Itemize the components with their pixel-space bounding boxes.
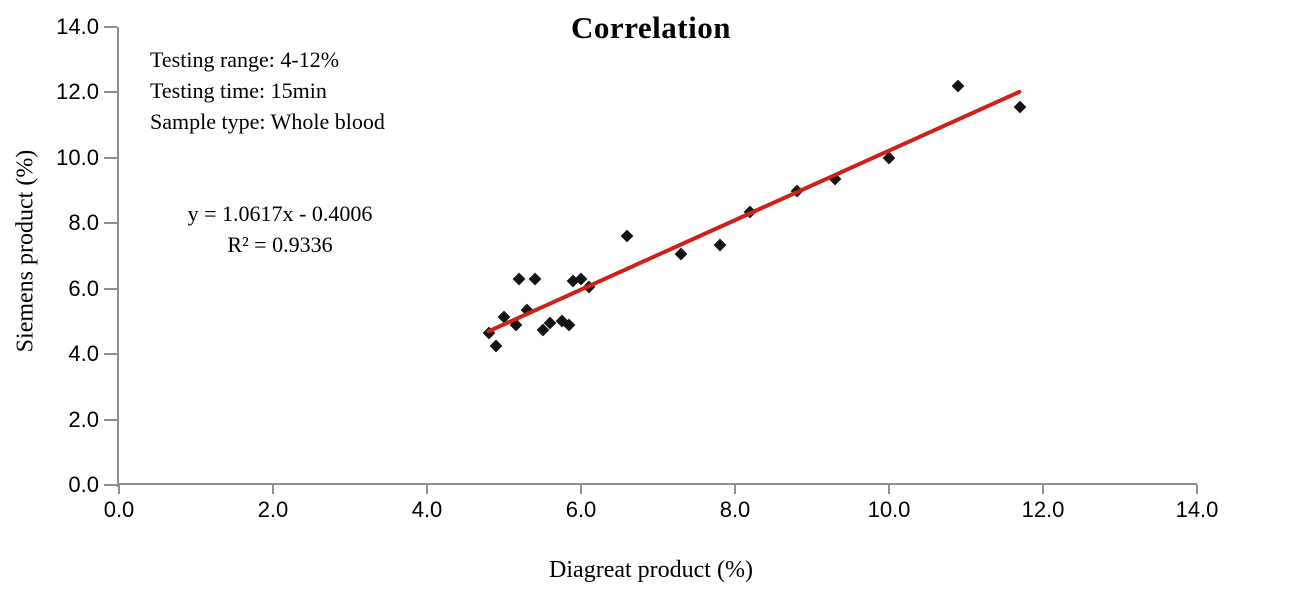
y-axis-line bbox=[117, 27, 119, 487]
x-axis-tick bbox=[580, 485, 582, 494]
x-axis-tick-label: 0.0 bbox=[103, 497, 135, 522]
x-axis-tick bbox=[272, 485, 274, 494]
data-point bbox=[674, 247, 688, 261]
plot-area: 0.0 2.0 4.0 6.0 8.0 10.0 12.0 14.0 0.0 2.0 4.0 6.0 8… bbox=[56, 14, 1218, 522]
x-axis-tick-label: 8.0 bbox=[719, 497, 751, 522]
annotation-testing-range: Testing range: 4-12% bbox=[150, 47, 340, 72]
data-point bbox=[513, 272, 526, 286]
y-axis-tick-label: 8.0 bbox=[68, 210, 99, 236]
x-axis-tick bbox=[426, 485, 428, 494]
y-axis-tick bbox=[104, 418, 117, 421]
trend-line bbox=[486, 89, 1023, 334]
x-axis-tick-label: 4.0 bbox=[411, 497, 443, 522]
y-axis-tick bbox=[104, 222, 117, 225]
chart-title: Correlation bbox=[571, 10, 731, 45]
y-axis-tick bbox=[104, 353, 117, 356]
y-axis-tick-label: 10.0 bbox=[56, 144, 99, 170]
x-axis-tick bbox=[1042, 485, 1044, 494]
y-axis-title: Siemens product (%) bbox=[12, 149, 39, 353]
y-axis-tick-label: 6.0 bbox=[68, 275, 99, 301]
y-axis-tick bbox=[104, 156, 117, 159]
x-axis-tick bbox=[888, 485, 890, 494]
test-info-annotation: Testing range: 4-12% Testing time: 15min… bbox=[150, 44, 385, 137]
data-point bbox=[528, 272, 542, 286]
data-point bbox=[713, 238, 726, 251]
data-point bbox=[620, 229, 634, 243]
regression-annotation: y = 1.0617x - 0.4006 R² = 0.9336 bbox=[160, 198, 400, 260]
annotation-sample-type: Sample type: Whole blood bbox=[150, 109, 385, 134]
y-axis-tick-label: 2.0 bbox=[68, 406, 99, 432]
y-axis-tick-label: 12.0 bbox=[56, 79, 99, 105]
data-point bbox=[489, 339, 503, 353]
x-axis-tick bbox=[734, 485, 736, 494]
regression-r-squared: R² = 0.9336 bbox=[227, 232, 333, 257]
x-axis-tick bbox=[1196, 485, 1198, 494]
x-axis-tick-label: 2.0 bbox=[257, 497, 289, 522]
x-axis-tick-label: 6.0 bbox=[565, 497, 597, 522]
x-axis-tick-label: 14.0 bbox=[1175, 497, 1219, 522]
x-axis-tick-label: 10.0 bbox=[867, 497, 911, 522]
annotation-testing-time: Testing time: 15min bbox=[150, 78, 327, 103]
data-point bbox=[951, 79, 965, 93]
y-axis-tick bbox=[104, 26, 117, 28]
x-axis-title: Diagreat product (%) bbox=[549, 557, 753, 583]
y-axis-tick-label: 0.0 bbox=[68, 472, 99, 497]
y-axis-tick bbox=[104, 91, 117, 94]
data-point bbox=[1013, 100, 1027, 114]
y-axis-tick bbox=[104, 287, 117, 290]
y-axis-tick-label: 14.0 bbox=[56, 14, 99, 39]
y-axis-tick-label: 4.0 bbox=[68, 341, 99, 367]
x-axis-line bbox=[117, 483, 1197, 485]
x-axis-tick-label: 12.0 bbox=[1021, 497, 1065, 522]
y-axis-tick bbox=[104, 484, 117, 486]
x-axis-tick bbox=[118, 485, 120, 494]
regression-equation: y = 1.0617x - 0.4006 bbox=[187, 201, 373, 226]
